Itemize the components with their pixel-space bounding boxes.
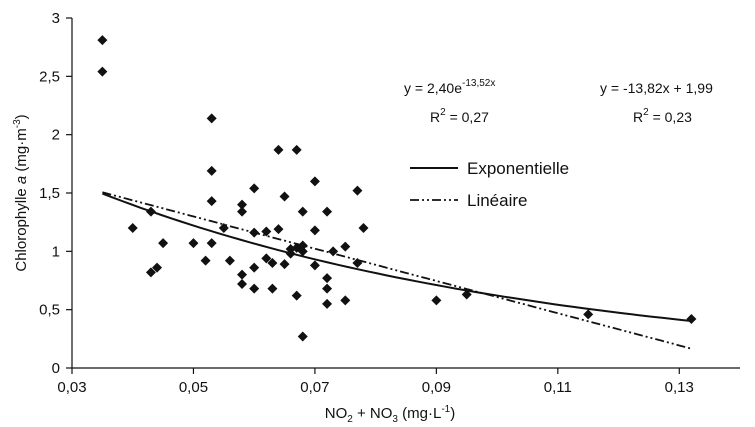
data-point [127,223,138,233]
y-ticks: 0 0,5 1 1,5 2 2,5 3 [39,10,72,377]
linear-r2: R2 = 0,23 [633,107,692,125]
x-tick-label: 0,13 [665,379,694,396]
x-ticks: 0,03 0,05 0,07 0,09 0,11 0,13 [57,368,694,396]
data-point [583,309,594,320]
data-point [291,144,302,155]
data-point [206,238,217,249]
data-point [145,206,156,217]
data-point [249,283,260,294]
linear-fit-line [102,191,692,350]
data-point [267,283,278,294]
y-axis-title: Chlorophylle a (mg·m-3) [12,114,30,271]
x-axis-title: NO2 + NO3 (mg·L-1) [325,404,455,425]
data-point [206,165,217,176]
y-tick-label: 3 [52,10,60,27]
data-point [261,226,272,237]
data-point [309,176,320,187]
linear-equation: y = -13,82x + 1,99 [600,80,713,96]
data-point [158,238,169,249]
data-point [322,273,333,284]
data-point [431,295,442,306]
legend-exponential-label: Exponentielle [467,159,569,178]
y-tick-label: 2 [52,127,60,144]
data-point [309,260,320,271]
y-tick-label: 2,5 [39,68,60,85]
data-point [461,289,472,300]
data-point [261,253,272,264]
data-point [297,240,308,251]
data-point [249,183,260,194]
data-point [237,206,248,217]
data-point [273,144,284,155]
y-tick-label: 0,5 [39,302,60,319]
x-tick-label: 0,03 [57,379,86,396]
data-point [206,196,217,207]
data-point [340,241,351,252]
data-point [328,246,339,257]
y-tick-label: 1 [52,243,60,260]
data-point [291,290,302,301]
data-point [297,246,308,257]
exponential-r2: R2 = 0,27 [430,107,489,125]
y-tick-label: 1,5 [39,185,60,202]
data-point [97,35,108,46]
data-point [352,258,363,268]
fit-lines [102,191,692,350]
data-point [297,331,308,342]
data-points [97,35,697,342]
data-point [340,295,351,306]
data-point [285,248,296,259]
data-point [322,206,333,217]
data-point [686,314,697,324]
data-point [97,66,108,77]
data-point [237,269,248,280]
legend: Exponentielle Linéaire [410,159,569,210]
data-point [267,258,278,268]
x-tick-label: 0,11 [544,379,572,396]
data-point [152,262,163,273]
x-tick-label: 0,05 [179,379,208,396]
data-point [206,113,217,124]
x-tick-label: 0,07 [300,379,329,396]
data-point [237,279,248,289]
data-point [237,199,248,210]
exponential-equation: y = 2,40e-13,52x [404,78,495,96]
data-point [279,259,290,270]
data-point [249,227,260,238]
data-point [279,191,290,202]
data-point [297,206,308,217]
data-point [273,224,284,235]
data-point [224,255,235,266]
data-point [188,238,199,249]
y-tick-label: 0 [52,360,60,377]
data-point [200,255,211,266]
x-tick-label: 0,09 [422,379,451,396]
data-point [218,223,229,233]
data-point [352,185,363,196]
data-point [322,283,333,294]
data-point [322,298,333,309]
data-point [358,223,369,233]
legend-linear-label: Linéaire [467,191,528,210]
exponential-fit-line [102,192,692,322]
data-point [145,267,156,278]
data-point [309,225,320,236]
data-point [249,262,260,273]
